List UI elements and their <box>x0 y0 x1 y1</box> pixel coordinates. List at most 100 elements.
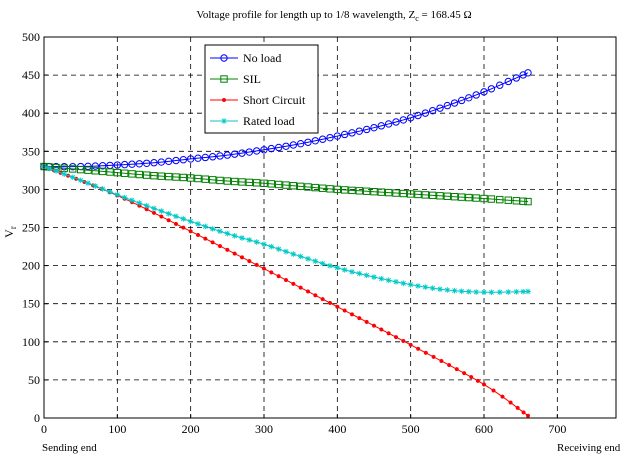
y-axis-label: Vr <box>2 226 18 238</box>
legend-label: No load <box>243 51 281 65</box>
series-marker <box>120 160 129 169</box>
series-marker <box>401 338 406 344</box>
series-marker <box>428 106 437 115</box>
series-marker <box>378 275 385 282</box>
series-marker <box>69 174 76 181</box>
series-marker <box>348 129 356 137</box>
series-marker <box>520 288 526 295</box>
series-marker <box>274 143 283 152</box>
series-marker <box>392 118 400 126</box>
y-axis-label-sub: r <box>8 226 18 229</box>
series-marker <box>436 104 444 112</box>
series-marker <box>267 180 276 188</box>
series-marker <box>166 218 171 223</box>
series-marker <box>488 289 495 296</box>
series-marker <box>296 182 305 191</box>
series-marker <box>113 168 122 177</box>
series-marker <box>180 216 187 222</box>
series-marker <box>247 259 252 264</box>
series-marker <box>462 371 467 376</box>
series-marker <box>128 170 136 178</box>
axis-ticks: 0 100 200 300 400 500 600 700 0 50 100 150 200 250 300… <box>22 30 566 436</box>
series-marker <box>377 188 386 196</box>
x-axis-label-receiving: Receiving end <box>557 442 621 454</box>
series-marker <box>254 262 259 267</box>
series-marker <box>181 225 186 230</box>
series-marker <box>223 177 232 185</box>
y-tick-label: 450 <box>22 68 40 82</box>
legend-item: Short Circuit <box>210 93 306 107</box>
series-marker <box>194 174 202 183</box>
series-marker <box>431 354 436 359</box>
series-marker <box>355 187 364 195</box>
y-tick-label: 100 <box>22 335 40 349</box>
series-marker <box>473 289 479 295</box>
series-marker <box>469 375 474 380</box>
series-marker <box>480 88 488 96</box>
series-marker <box>85 180 91 186</box>
y-tick-label: 500 <box>22 30 40 44</box>
series-marker <box>311 183 320 192</box>
series-marker <box>84 166 92 174</box>
plot-series <box>40 69 532 418</box>
series-marker <box>99 186 106 192</box>
y-tick-label: 250 <box>22 221 40 235</box>
series-marker <box>151 210 157 215</box>
series-marker <box>335 304 340 309</box>
series-marker <box>318 135 327 143</box>
series-marker <box>385 277 392 284</box>
series-marker <box>512 74 521 82</box>
series-marker <box>407 281 414 288</box>
y-tick-label: 400 <box>22 106 40 120</box>
series-marker <box>392 189 400 197</box>
series-rated-load <box>41 163 531 296</box>
series-marker <box>333 132 342 140</box>
series-marker <box>451 287 458 294</box>
series-marker <box>437 286 443 292</box>
series-marker <box>326 133 334 142</box>
series-marker <box>53 168 59 174</box>
series-marker <box>525 288 531 295</box>
series-marker <box>268 243 275 250</box>
series-marker <box>77 177 84 184</box>
series-marker <box>239 235 245 241</box>
y-axis-label-main: V <box>2 229 16 238</box>
series-marker <box>245 148 254 156</box>
series-marker <box>377 122 386 130</box>
series-marker <box>318 184 327 192</box>
series-sil <box>40 162 532 206</box>
series-marker <box>458 288 465 295</box>
series-marker <box>260 146 268 154</box>
series-marker <box>159 214 164 219</box>
series-marker <box>187 218 194 225</box>
series-marker <box>481 289 487 296</box>
series-marker <box>465 193 473 202</box>
series-marker <box>491 388 496 393</box>
chart-title: Voltage profile for length up to 1/8 wav… <box>196 9 471 23</box>
y-tick-label: 300 <box>22 182 40 196</box>
series-marker <box>186 174 195 182</box>
series-marker <box>357 316 362 321</box>
series-marker <box>291 281 296 286</box>
series-marker <box>195 221 201 227</box>
series-marker <box>428 191 437 200</box>
chart-title-main: Voltage profile for length up to 1/8 wav… <box>196 9 415 21</box>
series-marker <box>408 342 413 347</box>
series-marker <box>261 241 267 248</box>
series-marker <box>384 188 393 197</box>
series-marker <box>135 170 144 179</box>
x-tick-label: 500 <box>402 422 420 436</box>
series-marker <box>252 147 261 155</box>
series-marker <box>399 189 408 198</box>
series-marker <box>210 240 215 245</box>
series-marker <box>282 181 290 189</box>
series-marker <box>333 185 342 194</box>
series-marker <box>217 244 223 249</box>
series-marker <box>283 248 289 255</box>
series-marker <box>143 202 150 209</box>
series-marker <box>496 289 503 296</box>
series-marker <box>504 196 512 204</box>
series-marker <box>505 289 512 295</box>
series-marker <box>275 246 282 252</box>
series-marker <box>91 162 100 170</box>
